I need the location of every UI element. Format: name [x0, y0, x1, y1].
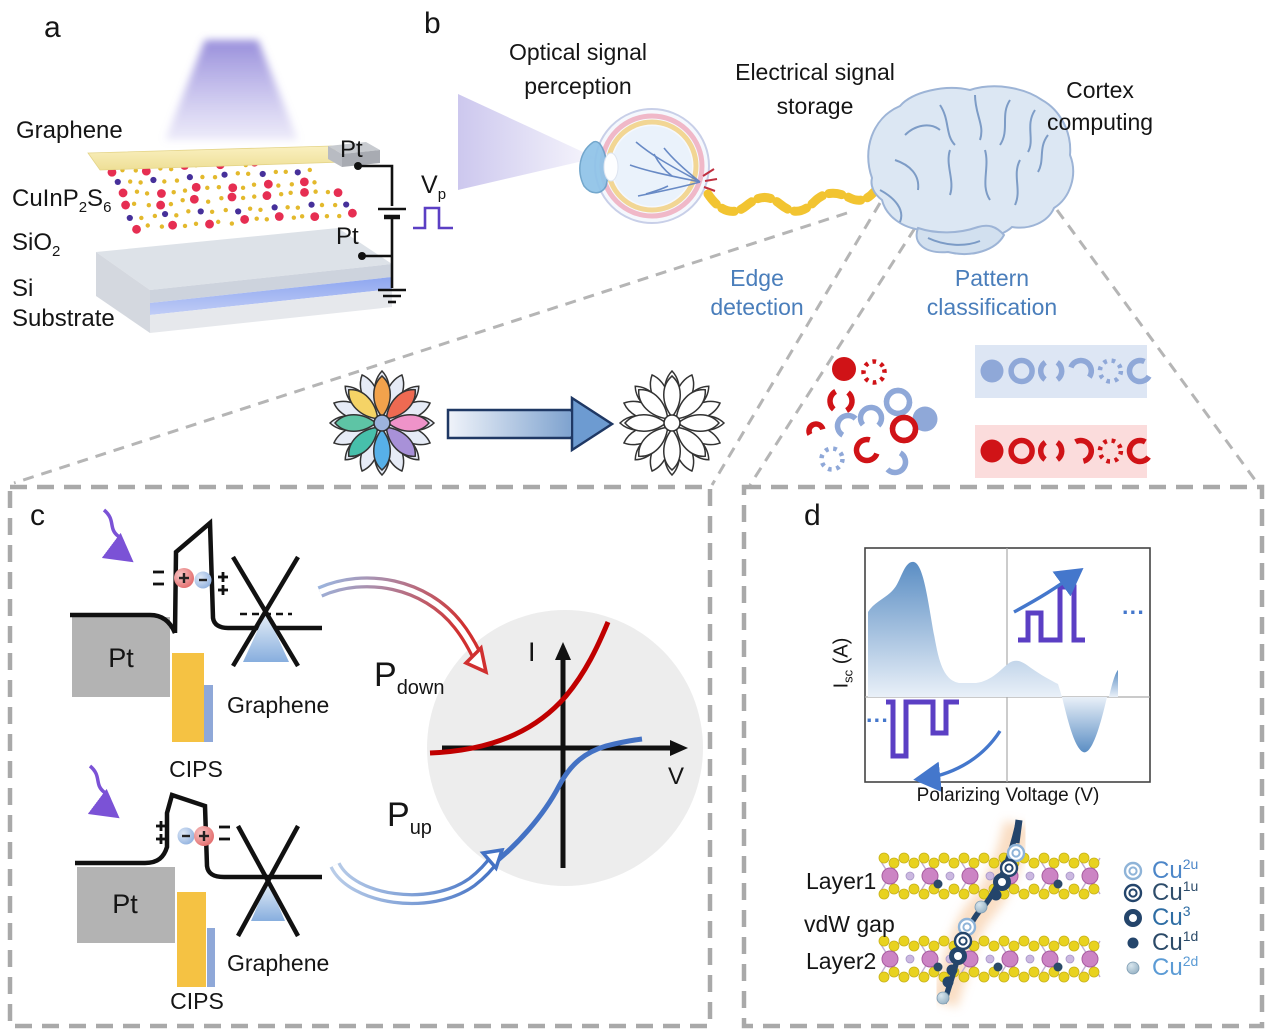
- pdown-iv-curve: [429, 621, 611, 756]
- flower-color-icon: [328, 369, 436, 477]
- charge-symbols: [156, 821, 230, 844]
- classified-rows: [980, 357, 1154, 465]
- cu-sites-chain: [936, 843, 1026, 1005]
- isc-curve-negative: [1062, 697, 1107, 753]
- pattern-cluster: [806, 357, 938, 476]
- brain-icon: [867, 85, 1075, 256]
- light-beam-icon: [458, 94, 596, 190]
- cips-structure: [878, 819, 1143, 1008]
- increase-arrow-icon: [1013, 568, 1084, 614]
- pup-arrow-icon: [329, 847, 505, 905]
- decrease-arrow-icon: [913, 730, 1002, 793]
- photon-icon: [101, 508, 134, 563]
- iv-plot: [427, 610, 703, 886]
- cips-crystal-icon: [107, 154, 357, 234]
- positive-pulse-train-icon: [1018, 584, 1085, 643]
- band-diagram-pdown: [70, 508, 322, 742]
- photon-icon: [87, 764, 120, 819]
- isc-curve-positive: [868, 561, 1062, 697]
- voltage-pulse-icon: [413, 206, 453, 230]
- nerve-icon: [703, 187, 879, 216]
- dirac-cone-icon: [236, 824, 300, 938]
- transform-arrow-icon: [446, 395, 615, 453]
- negative-pulse-train-icon: [886, 699, 959, 759]
- band-diagram-pup: [75, 764, 322, 987]
- bias-circuit: [354, 162, 406, 304]
- biological-pathway: [328, 85, 1154, 478]
- legend-markers: [1123, 861, 1143, 975]
- isc-voltage-plot: [864, 547, 1151, 793]
- flower-outline-icon: [618, 369, 726, 477]
- guide-lines: [13, 202, 1260, 486]
- eye-icon: [579, 108, 718, 224]
- panel-d-border: [741, 484, 1265, 1029]
- pup-iv-curve: [487, 736, 643, 870]
- device-schematic: [87, 40, 453, 333]
- substrate-stack: [96, 228, 392, 333]
- dirac-cone-icon: [231, 555, 300, 668]
- charge-symbols: [153, 570, 228, 595]
- light-beam-icon: [165, 40, 298, 140]
- pdown-arrow-icon: [317, 576, 489, 676]
- graphene-electrode: [87, 142, 380, 171]
